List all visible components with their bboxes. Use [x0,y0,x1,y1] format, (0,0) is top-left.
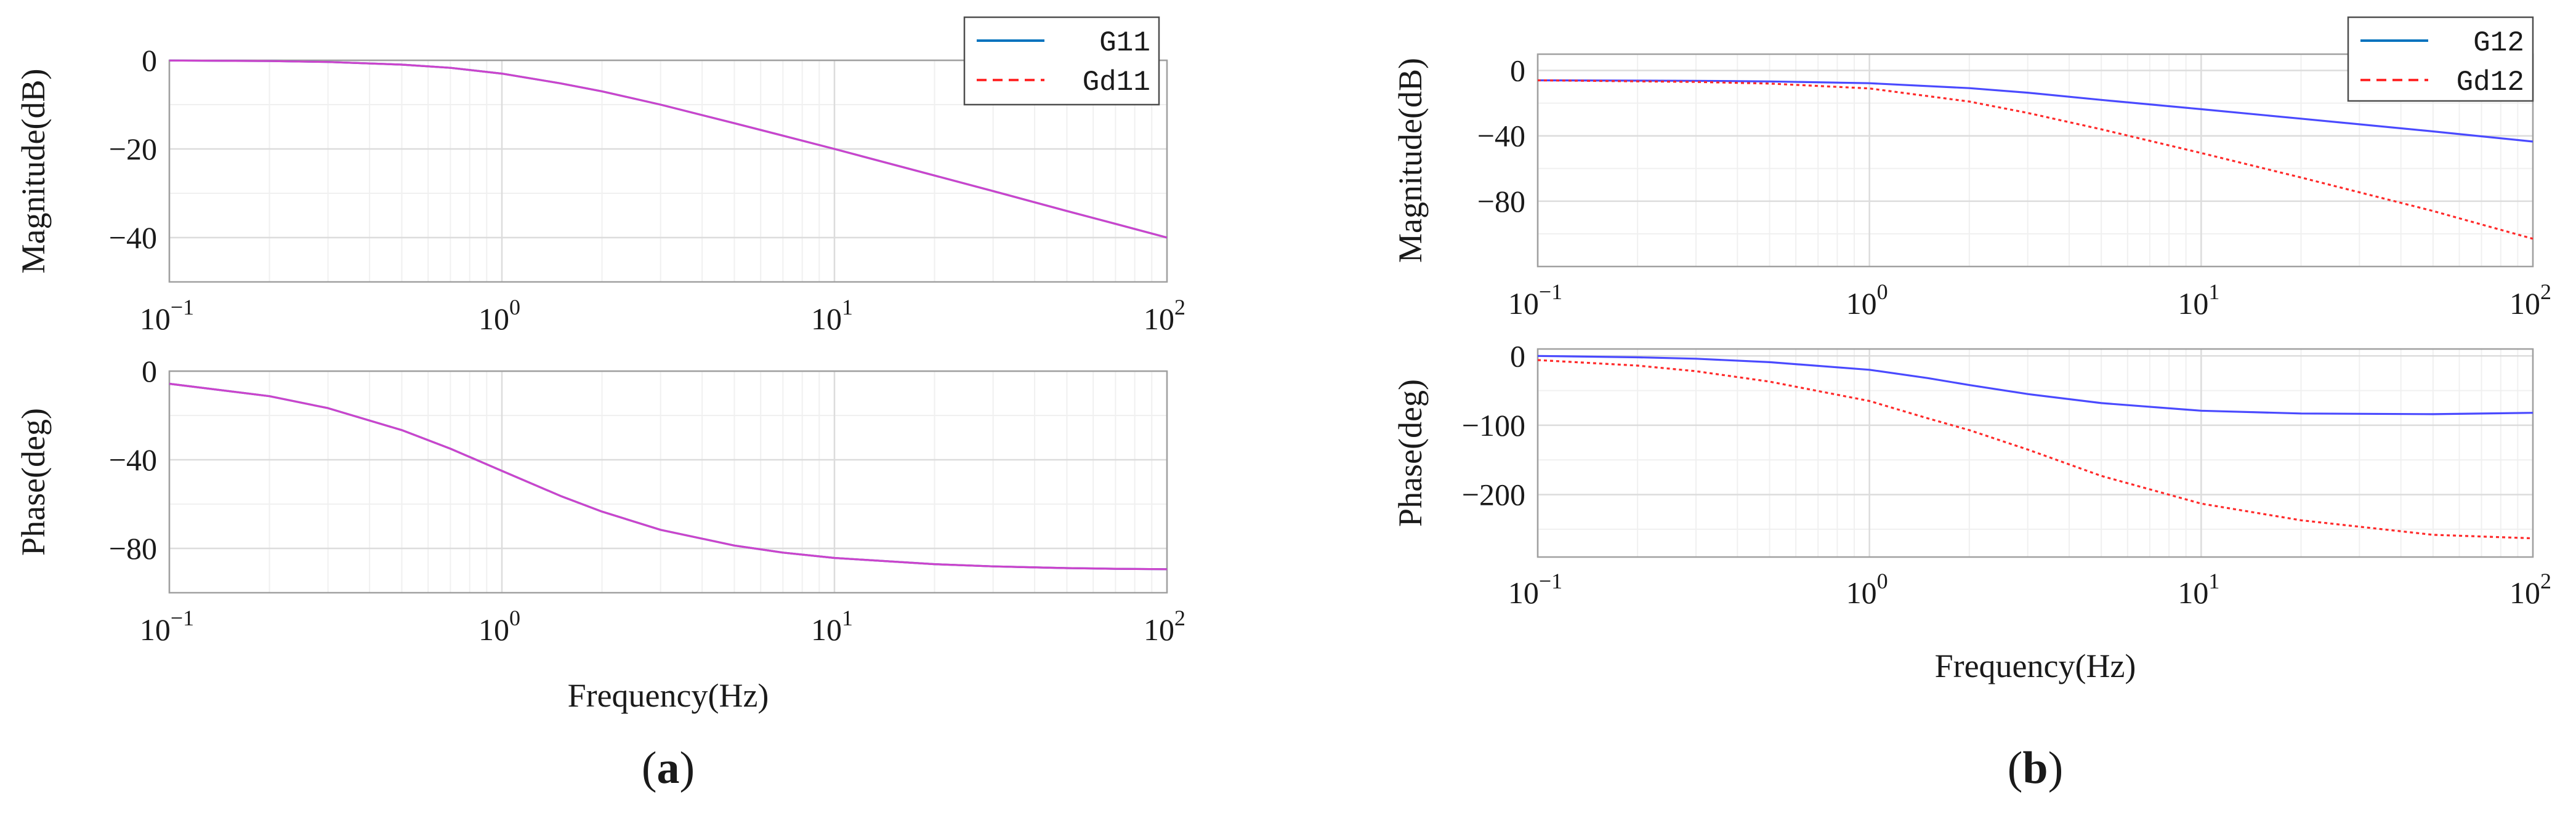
x-tick-label: 102 [2509,569,2551,610]
x-tick-base: 10 [811,302,842,336]
x-tick-base: 10 [1144,612,1174,647]
x-tick-label: 100 [478,295,520,336]
figure-caption: (b) [2008,743,2063,793]
plot-area-frame [168,59,1168,283]
y-tick-label: −20 [109,132,157,166]
x-tick-exponent: 0 [1877,279,1888,304]
x-tick-label: 100 [1846,569,1888,610]
x-axis-label: Frequency(Hz) [568,677,769,714]
y-axis-label-phase: Phase(deg) [1392,379,1429,527]
series-line-g12 [1537,79,2534,143]
caption-open-paren: ( [642,743,657,793]
x-tick-exponent: −1 [171,295,194,319]
series-line-gd11 [169,59,1168,239]
x-tick-base: 10 [140,612,171,647]
x-tick-label: 102 [1144,606,1185,647]
x-tick-exponent: 2 [2540,279,2551,304]
x-tick-label: 102 [2509,279,2551,321]
x-tick-base: 10 [1846,286,1877,321]
caption-letter: a [657,743,680,793]
y-axis-label-magnitude: Magnitude(dB) [1392,58,1429,263]
x-tick-base: 10 [478,302,509,336]
x-tick-base: 10 [2178,575,2208,610]
plot-area-frame [168,370,1168,594]
y-tick-label: 0 [1510,54,1525,88]
y-tick-label: −80 [1477,184,1525,219]
series-line-gd12 [1537,79,2534,240]
x-tick-label: 10−1 [140,606,194,647]
caption-close-paren: ) [2048,743,2064,793]
x-tick-label: 10−1 [1508,569,1562,610]
legend: G11 Gd11 [963,16,1160,106]
series-line-gd11 [169,382,1168,571]
x-tick-exponent: 2 [1174,295,1185,319]
figure-caption: (a) [642,743,695,793]
x-tick-base: 10 [140,302,171,336]
legend-box [963,16,1160,106]
series-line-g12 [1537,355,2534,415]
x-tick-label: 102 [1144,295,1185,336]
x-tick-exponent: 1 [2208,569,2219,593]
y-tick-label: −40 [1477,119,1525,153]
y-tick-label: −200 [1462,478,1525,512]
y-tick-label: 0 [142,43,157,78]
x-tick-label: 100 [1846,279,1888,321]
y-tick-label: 0 [1510,339,1525,373]
plot-area-frame [1536,348,2534,558]
legend-label-gd12: Gd12 [2457,66,2524,98]
x-tick-base: 10 [1508,286,1539,321]
x-tick-base: 10 [2509,286,2540,321]
x-tick-label: 10−1 [1508,279,1562,321]
x-tick-base: 10 [811,612,842,647]
x-tick-base: 10 [1846,575,1877,610]
x-tick-exponent: 1 [842,295,853,319]
x-tick-label: 101 [811,606,853,647]
x-tick-exponent: 0 [1877,569,1888,593]
legend-label-g12: G12 [2473,27,2524,59]
y-tick-label: −80 [109,531,157,566]
x-tick-exponent: 0 [509,295,520,319]
legend: G12 Gd12 [2347,16,2534,102]
x-tick-exponent: 0 [509,606,520,630]
x-tick-exponent: 2 [1174,606,1185,630]
legend-box [2347,16,2534,102]
x-tick-label: 101 [2178,569,2219,610]
x-tick-base: 10 [2509,575,2540,610]
x-tick-label: 101 [811,295,853,336]
caption-open-paren: ( [2008,743,2023,793]
x-tick-exponent: −1 [1539,279,1562,304]
x-tick-base: 10 [1508,575,1539,610]
y-tick-label: 0 [142,354,157,388]
x-tick-exponent: −1 [1539,569,1562,593]
legend-label-g11: G11 [1099,27,1150,59]
x-tick-base: 10 [2178,286,2208,321]
x-tick-exponent: 2 [2540,569,2551,593]
x-tick-label: 101 [2178,279,2219,321]
caption-letter: b [2022,743,2048,793]
x-tick-base: 10 [478,612,509,647]
x-tick-base: 10 [1144,302,1174,336]
x-tick-label: 10−1 [140,295,194,336]
series-line-g11 [169,382,1168,571]
y-tick-label: −40 [109,220,157,255]
x-axis-label: Frequency(Hz) [1935,648,2136,684]
x-tick-exponent: −1 [171,606,194,630]
caption-close-paren: ) [680,743,695,793]
plot-area-frame [1536,53,2534,268]
y-tick-label: −40 [109,443,157,477]
y-axis-label-phase: Phase(deg) [15,408,52,556]
legend-label-gd11: Gd11 [1083,66,1150,98]
x-tick-exponent: 1 [842,606,853,630]
series-line-gd12 [1537,359,2534,540]
x-tick-label: 100 [478,606,520,647]
y-axis-label-magnitude: Magnitude(dB) [15,69,52,274]
y-tick-label: −100 [1462,408,1525,443]
x-tick-exponent: 1 [2208,279,2219,304]
